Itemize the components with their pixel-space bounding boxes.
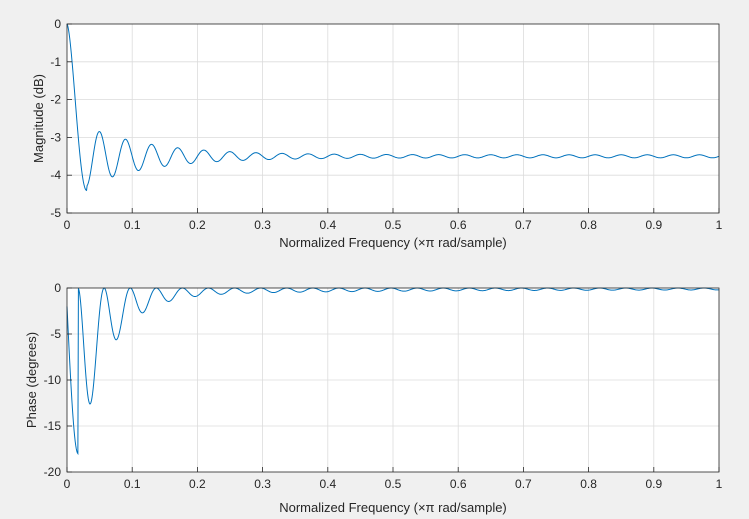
magnitude-x-tick-label: 0.6 xyxy=(450,218,467,232)
phase-x-tick-label: 1 xyxy=(716,477,723,491)
magnitude-y-tick-label: -4 xyxy=(50,168,61,182)
phase-x-tick-label: 0.8 xyxy=(580,477,597,491)
phase-panel: 0 0.1 0.2 0.3 0.4 0.5 0.6 0.7 0.8 0.9 1 0 -5 -10 -15 -2… xyxy=(24,281,723,515)
magnitude-ticks: 0 0.1 0.2 0.3 0.4 0.5 0.6 0.7 0.8 0.9 1 0 -1 -2 -3 -4 -5 xyxy=(50,17,722,232)
magnitude-x-tick-label: 0.4 xyxy=(319,218,336,232)
magnitude-x-tick-label: 0.2 xyxy=(189,218,206,232)
phase-x-tick-label: 0.9 xyxy=(645,477,662,491)
phase-y-tick-label: -15 xyxy=(44,419,62,433)
phase-x-tick-label: 0.5 xyxy=(385,477,402,491)
phase-y-axis-label: Phase (degrees) xyxy=(24,332,39,428)
phase-x-tick-label: 0.2 xyxy=(189,477,206,491)
magnitude-panel: 0 0.1 0.2 0.3 0.4 0.5 0.6 0.7 0.8 0.9 1 0 -1 -2 -3 -4 -5… xyxy=(31,17,723,250)
phase-y-tick-label: -10 xyxy=(44,373,62,387)
phase-x-axis-label: Normalized Frequency (×π rad/sample) xyxy=(279,500,507,515)
magnitude-y-axis-label: Magnitude (dB) xyxy=(31,74,46,163)
phase-y-tick-label: 0 xyxy=(54,281,61,295)
magnitude-x-tick-label: 0.3 xyxy=(254,218,271,232)
phase-ticks: 0 0.1 0.2 0.3 0.4 0.5 0.6 0.7 0.8 0.9 1 0 -5 -10 -15 -2… xyxy=(44,281,723,491)
magnitude-x-tick-label: 0.9 xyxy=(645,218,662,232)
phase-y-tick-label: -5 xyxy=(50,327,61,341)
magnitude-x-tick-label: 0.5 xyxy=(385,218,402,232)
magnitude-x-tick-label: 1 xyxy=(716,218,723,232)
phase-grid xyxy=(67,288,719,472)
magnitude-y-tick-label: -1 xyxy=(50,55,61,69)
phase-x-tick-label: 0.1 xyxy=(124,477,141,491)
phase-x-tick-label: 0.4 xyxy=(319,477,336,491)
magnitude-y-tick-label: -5 xyxy=(50,206,61,220)
magnitude-x-tick-label: 0 xyxy=(64,218,71,232)
phase-x-tick-label: 0.3 xyxy=(254,477,271,491)
magnitude-grid xyxy=(67,24,719,213)
phase-y-tick-label: -20 xyxy=(44,465,62,479)
phase-x-tick-label: 0 xyxy=(64,477,71,491)
magnitude-y-tick-label: -3 xyxy=(50,130,61,144)
magnitude-x-tick-label: 0.8 xyxy=(580,218,597,232)
phase-x-tick-label: 0.6 xyxy=(450,477,467,491)
magnitude-response-line xyxy=(66,23,720,192)
magnitude-y-tick-label: -2 xyxy=(50,93,61,107)
magnitude-x-axis-label: Normalized Frequency (×π rad/sample) xyxy=(279,235,507,250)
magnitude-y-tick-label: 0 xyxy=(54,17,61,31)
phase-x-tick-label: 0.7 xyxy=(515,477,532,491)
magnitude-x-tick-label: 0.1 xyxy=(124,218,141,232)
magnitude-x-tick-label: 0.7 xyxy=(515,218,532,232)
